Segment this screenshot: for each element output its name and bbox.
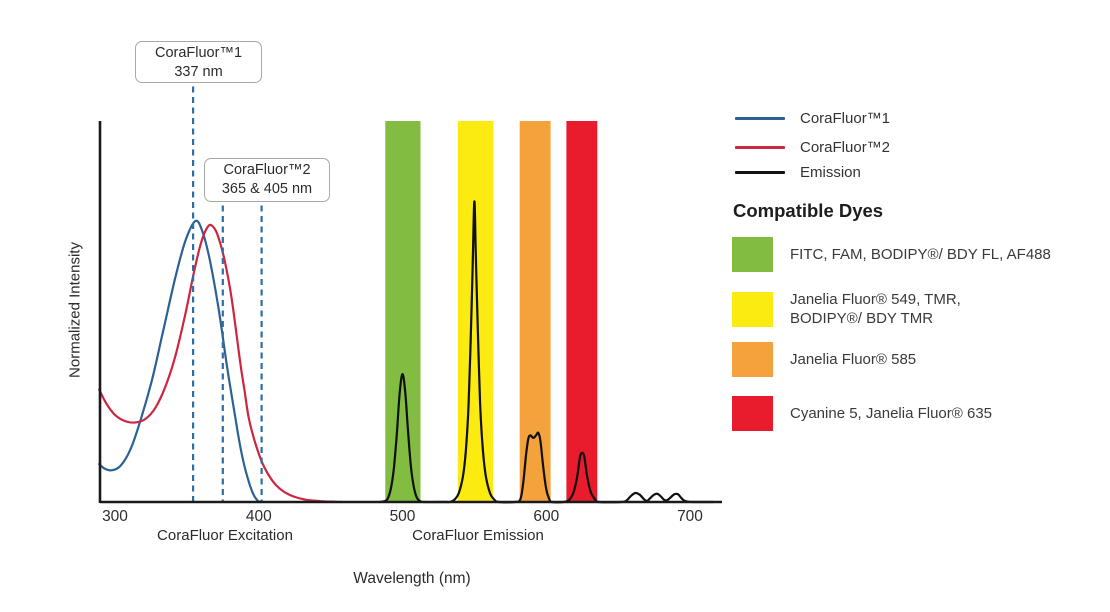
- annotation-title: CoraFluor™2: [223, 162, 311, 178]
- legend-item-corafluor2: CoraFluor™2: [735, 137, 890, 157]
- x-tick-label: 500: [390, 508, 416, 525]
- legend-label: Emission: [800, 163, 861, 181]
- dye-row-yellow: Janelia Fluor® 549, TMR, BODIPY®/ BDY TM…: [732, 290, 961, 328]
- legend-item-emission: Emission: [735, 162, 861, 182]
- orange-swatch: [732, 342, 773, 377]
- red-swatch: [732, 396, 773, 431]
- x-section-label-excitation: CoraFluor Excitation: [157, 527, 293, 544]
- x-tick-label: 300: [102, 508, 128, 525]
- dye-label: Janelia Fluor® 549, TMR, BODIPY®/ BDY TM…: [790, 291, 961, 327]
- dye-row-orange: Janelia Fluor® 585: [732, 342, 916, 377]
- dye-label: Cyanine 5, Janelia Fluor® 635: [790, 405, 993, 422]
- annotation-corafluor2: CoraFluor™2 365 & 405 nm: [204, 158, 330, 202]
- legend-line-blue: [735, 116, 785, 120]
- annotation-title: CoraFluor™1: [154, 45, 243, 61]
- x-tick-label: 600: [533, 508, 559, 525]
- annotation-corafluor1: CoraFluor™1 337 nm: [135, 41, 262, 83]
- x-tick-label: 700: [677, 508, 703, 525]
- dye-row-green: FITC, FAM, BODIPY®/ BDY FL, AF488: [732, 237, 1051, 272]
- spectra-chart: 300 400 500 600 700: [98, 86, 722, 525]
- legend-line-red: [735, 145, 785, 149]
- legend-label: CoraFluor™2: [800, 138, 891, 156]
- filter-band-red: [566, 121, 598, 502]
- dye-row-red: Cyanine 5, Janelia Fluor® 635: [732, 396, 992, 431]
- filter-band-yellow: [457, 121, 493, 502]
- dye-label: Janelia Fluor® 585: [790, 351, 917, 368]
- series-curve-excitation-corafluor2: [98, 223, 344, 504]
- x-section-label-emission: CoraFluor Emission: [412, 527, 544, 544]
- series-curve-excitation-corafluor1: [98, 219, 262, 504]
- legend-label: CoraFluor™1: [800, 109, 891, 127]
- legend-line-black: [735, 170, 785, 174]
- filter-band-green: [385, 121, 421, 502]
- legend-item-corafluor1: CoraFluor™1: [735, 108, 890, 128]
- x-tick-label: 400: [246, 508, 272, 525]
- annotation-value: 365 & 405 nm: [221, 181, 313, 197]
- dye-label: FITC, FAM, BODIPY®/ BDY FL, AF488: [790, 246, 1051, 263]
- green-swatch: [732, 237, 773, 272]
- yellow-swatch: [732, 291, 773, 327]
- annotation-value: 337 nm: [174, 64, 223, 80]
- x-axis-title: Wavelength (nm): [353, 570, 471, 587]
- compatible-dyes-heading: Compatible Dyes: [733, 200, 884, 221]
- filter-band-orange: [519, 121, 551, 502]
- y-axis-title: Normalized Intensity: [66, 242, 84, 378]
